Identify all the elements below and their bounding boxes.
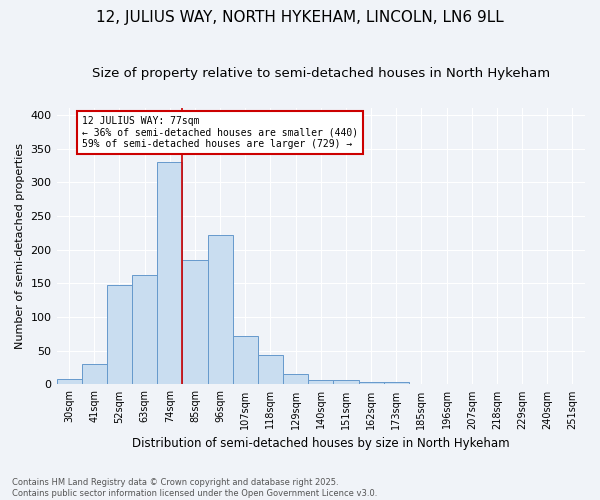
Title: Size of property relative to semi-detached houses in North Hykeham: Size of property relative to semi-detach… [92, 68, 550, 80]
Y-axis label: Number of semi-detached properties: Number of semi-detached properties [15, 143, 25, 349]
Bar [208, 235, 233, 384]
Bar [107, 286, 132, 384]
Bar [308, 380, 334, 384]
Bar [258, 356, 283, 384]
Bar [359, 382, 383, 384]
Bar [334, 380, 359, 384]
Bar [132, 275, 157, 384]
Bar [383, 382, 409, 384]
Bar [157, 162, 182, 384]
X-axis label: Distribution of semi-detached houses by size in North Hykeham: Distribution of semi-detached houses by … [132, 437, 509, 450]
Bar [82, 364, 107, 384]
Text: 12 JULIUS WAY: 77sqm
← 36% of semi-detached houses are smaller (440)
59% of semi: 12 JULIUS WAY: 77sqm ← 36% of semi-detac… [82, 116, 358, 150]
Text: Contains HM Land Registry data © Crown copyright and database right 2025.
Contai: Contains HM Land Registry data © Crown c… [12, 478, 377, 498]
Bar [283, 374, 308, 384]
Text: 12, JULIUS WAY, NORTH HYKEHAM, LINCOLN, LN6 9LL: 12, JULIUS WAY, NORTH HYKEHAM, LINCOLN, … [96, 10, 504, 25]
Bar [182, 260, 208, 384]
Bar [233, 336, 258, 384]
Bar [56, 379, 82, 384]
